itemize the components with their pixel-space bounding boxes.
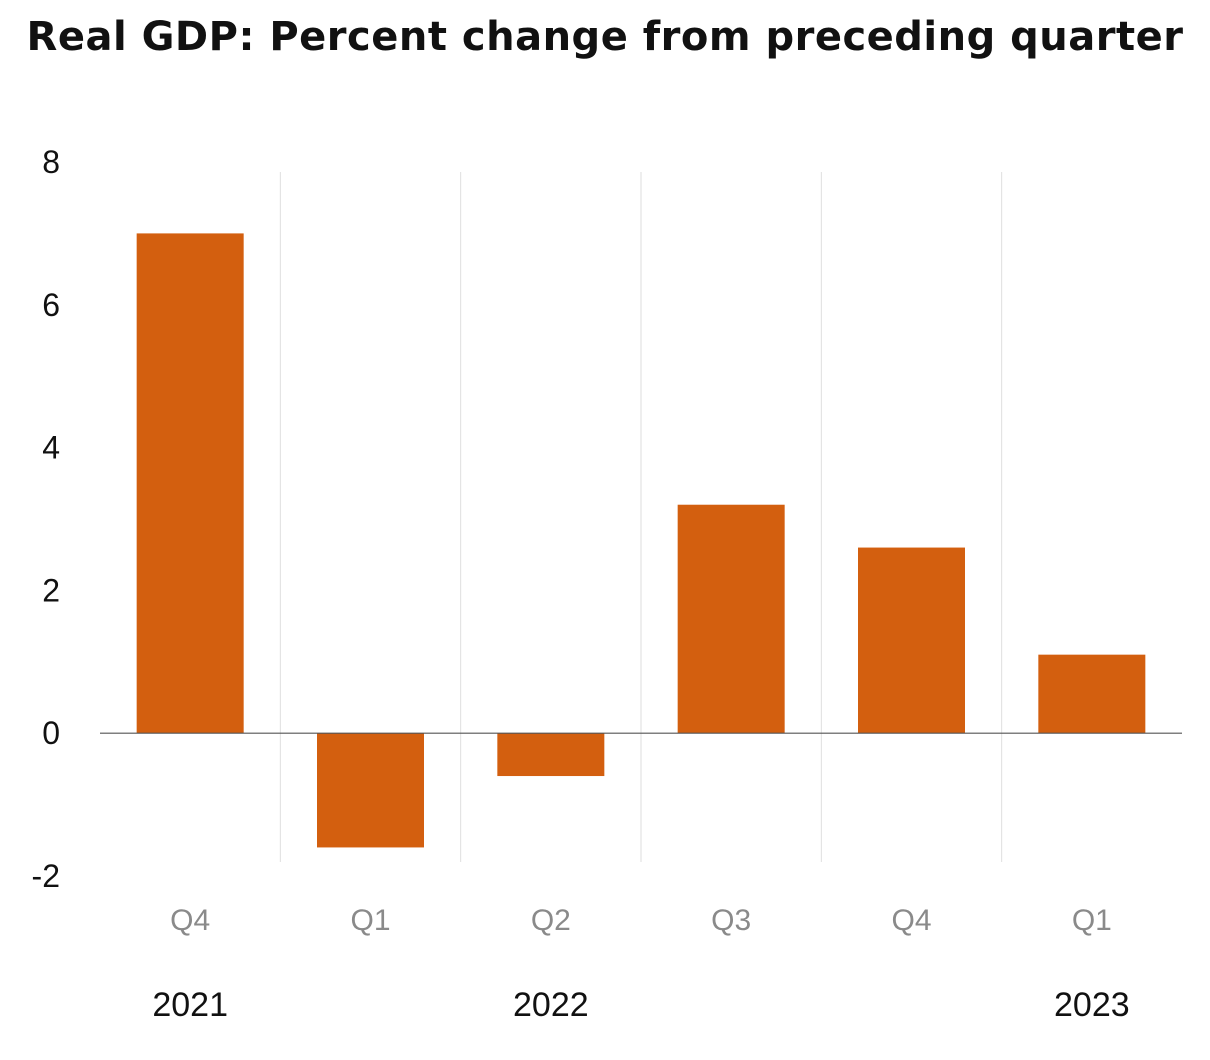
category-separators: [279, 172, 1003, 862]
bar: [1038, 654, 1146, 734]
year-label: 2023: [1054, 986, 1130, 1024]
x-category-label: Q1: [1072, 904, 1112, 937]
y-tick-label: 4: [42, 430, 60, 466]
bar: [136, 233, 244, 734]
y-tick-label: 6: [42, 287, 60, 323]
y-tick-label: 2: [42, 572, 60, 608]
year-labels: 2021 2022 2023: [152, 986, 1129, 1024]
bar: [497, 733, 605, 777]
x-category-label: Q4: [170, 904, 210, 937]
x-axis-categories: Q4 Q1 Q2 Q3 Q4 Q1: [170, 904, 1112, 937]
x-category-label: Q2: [531, 904, 571, 937]
bar: [858, 547, 965, 734]
bars: [136, 233, 1146, 848]
year-label: 2021: [152, 986, 228, 1024]
x-category-label: Q1: [350, 904, 390, 937]
y-tick-label: 0: [42, 715, 60, 751]
x-category-label: Q4: [891, 904, 931, 937]
y-axis-ticks: 8 6 4 2 0 -2: [32, 144, 60, 894]
bar: [677, 504, 785, 734]
x-category-label: Q3: [711, 904, 751, 937]
chart-title: Real GDP: Percent change from preceding …: [26, 14, 1184, 60]
y-tick-label: -2: [32, 858, 60, 894]
y-tick-label: 8: [42, 144, 60, 180]
bar: [317, 733, 424, 848]
year-label: 2022: [513, 986, 589, 1024]
